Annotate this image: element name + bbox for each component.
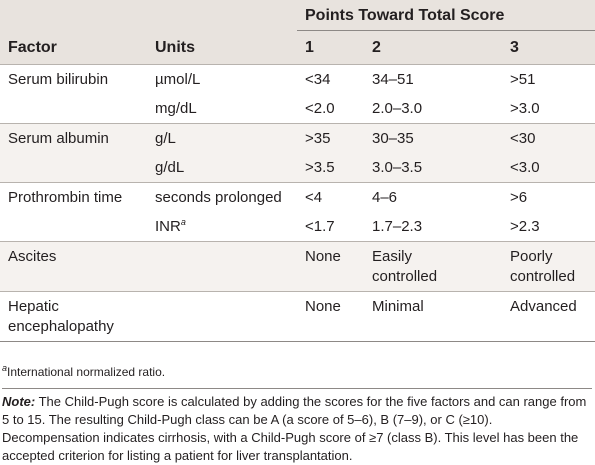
row-group: Serum albumin g/L >35 30–35 <30 g/dL >3.5 3.0–3… [0, 123, 595, 183]
units-cell: µmol/L [147, 65, 297, 95]
units-text: g/L [155, 130, 176, 147]
score-cell: >51 [510, 71, 536, 88]
factor-cell: Ascites [8, 248, 57, 265]
row-group: Serum bilirubin µmol/L <34 34–51 >51 mg/dL <2.… [0, 64, 595, 124]
units-text: µmol/L [155, 71, 201, 88]
score-cell: 2.0–3.0 [372, 100, 423, 117]
score-cell: None [305, 298, 341, 315]
note-text: The Child-Pugh score is calculated by ad… [2, 394, 587, 463]
score-cell: <30 [510, 130, 536, 147]
footnote: aInternational normalized ratio. [2, 363, 166, 380]
column-header: 1 [305, 39, 314, 56]
score-cell: >3.0 [510, 100, 540, 117]
column-header: Factor [8, 39, 57, 56]
factor-cell: Hepatic encephalopathy [8, 298, 114, 335]
column-header: 3 [510, 39, 519, 56]
table-row: g/dL >3.5 3.0–3.5 <3.0 [0, 153, 595, 183]
units-note-mark: a [180, 217, 186, 227]
table-row: mg/dL <2.0 2.0–3.0 >3.0 [0, 94, 595, 124]
score-cell: <2.0 [305, 100, 335, 117]
factor-cell: Serum bilirubin [8, 71, 109, 88]
group-header: Points Toward Total Score [297, 0, 595, 31]
units-cell [147, 242, 297, 292]
score-cell: Poorly controlled [510, 248, 576, 285]
units-text: g/dL [155, 159, 185, 176]
score-cell: 30–35 [372, 130, 414, 147]
table-row: Hepatic encephalopathy None Minimal Advance… [0, 292, 595, 342]
units-text: mg/dL [155, 100, 197, 117]
units-cell: g/L [147, 124, 297, 154]
score-cell: Minimal [372, 298, 424, 315]
table-row: Ascites None Easily controlled Poorly contr… [0, 242, 595, 292]
header-spacer [0, 0, 297, 31]
score-cell: 1.7–2.3 [372, 218, 423, 235]
row-group: Ascites None Easily controlled Poorly contr… [0, 241, 595, 292]
score-cell: >6 [510, 189, 528, 206]
score-cell: <34 [305, 71, 331, 88]
table-row: Prothrombin time seconds prolonged <4 4–6 >6 [0, 183, 595, 213]
score-cell: 3.0–3.5 [372, 159, 423, 176]
score-cell: Easily controlled [372, 248, 438, 285]
units-cell: INRa [147, 212, 297, 242]
factor-cell: Serum albumin [8, 130, 109, 147]
units-cell [147, 292, 297, 342]
score-cell: <1.7 [305, 218, 335, 235]
units-text: INR [155, 218, 181, 235]
score-cell: >3.5 [305, 159, 335, 176]
column-header: Units [155, 39, 195, 56]
units-text: seconds prolonged [155, 189, 282, 206]
score-cell: None [305, 248, 341, 265]
score-cell: <3.0 [510, 159, 540, 176]
score-cell: 4–6 [372, 189, 398, 206]
table: Points Toward Total Score Factor Units 1 2 3… [0, 0, 595, 342]
footnote-text: International normalized ratio. [7, 365, 166, 379]
score-cell: 34–51 [372, 71, 414, 88]
footnote-mark: a [2, 363, 8, 373]
table-row: INRa <1.7 1.7–2.3 >2.3 [0, 212, 595, 242]
units-cell: seconds prolonged [147, 183, 297, 213]
table-row: Serum bilirubin µmol/L <34 34–51 >51 [0, 65, 595, 95]
score-cell: Advanced [510, 298, 577, 315]
column-header: 2 [372, 39, 381, 56]
factor-cell: Prothrombin time [8, 189, 123, 206]
table-row: Serum albumin g/L >35 30–35 <30 [0, 124, 595, 154]
note: Note: The Child-Pugh score is calculated… [2, 388, 592, 465]
units-cell: g/dL [147, 153, 297, 183]
score-cell: <4 [305, 189, 323, 206]
units-cell: mg/dL [147, 94, 297, 124]
column-header-row: Factor Units 1 2 3 [0, 30, 595, 65]
note-label: Note: [2, 394, 36, 409]
row-group: Hepatic encephalopathy None Minimal Advance… [0, 291, 595, 342]
row-group: Prothrombin time seconds prolonged <4 4–6 >6… [0, 182, 595, 242]
score-cell: >2.3 [510, 218, 540, 235]
score-cell: >35 [305, 130, 331, 147]
